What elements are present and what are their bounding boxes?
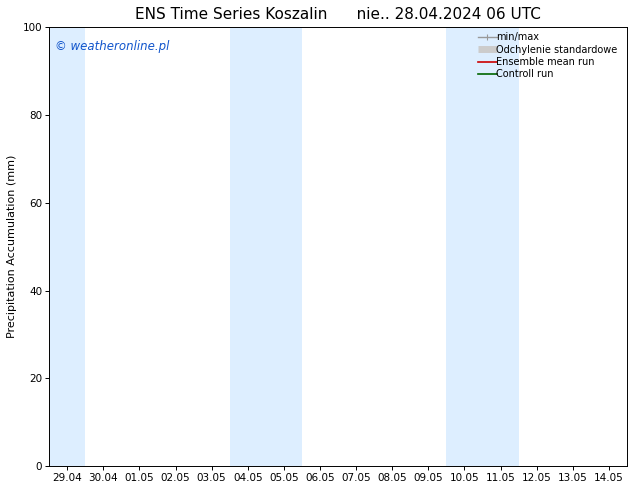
Bar xyxy=(49,27,85,466)
Text: © weatheronline.pl: © weatheronline.pl xyxy=(55,41,169,53)
Bar xyxy=(230,27,302,466)
Title: ENS Time Series Koszalin      nie.. 28.04.2024 06 UTC: ENS Time Series Koszalin nie.. 28.04.202… xyxy=(135,7,541,22)
Legend: min/max, Odchylenie standardowe, Ensemble mean run, Controll run: min/max, Odchylenie standardowe, Ensembl… xyxy=(475,29,625,82)
Y-axis label: Precipitation Accumulation (mm): Precipitation Accumulation (mm) xyxy=(7,155,17,339)
Bar xyxy=(446,27,519,466)
